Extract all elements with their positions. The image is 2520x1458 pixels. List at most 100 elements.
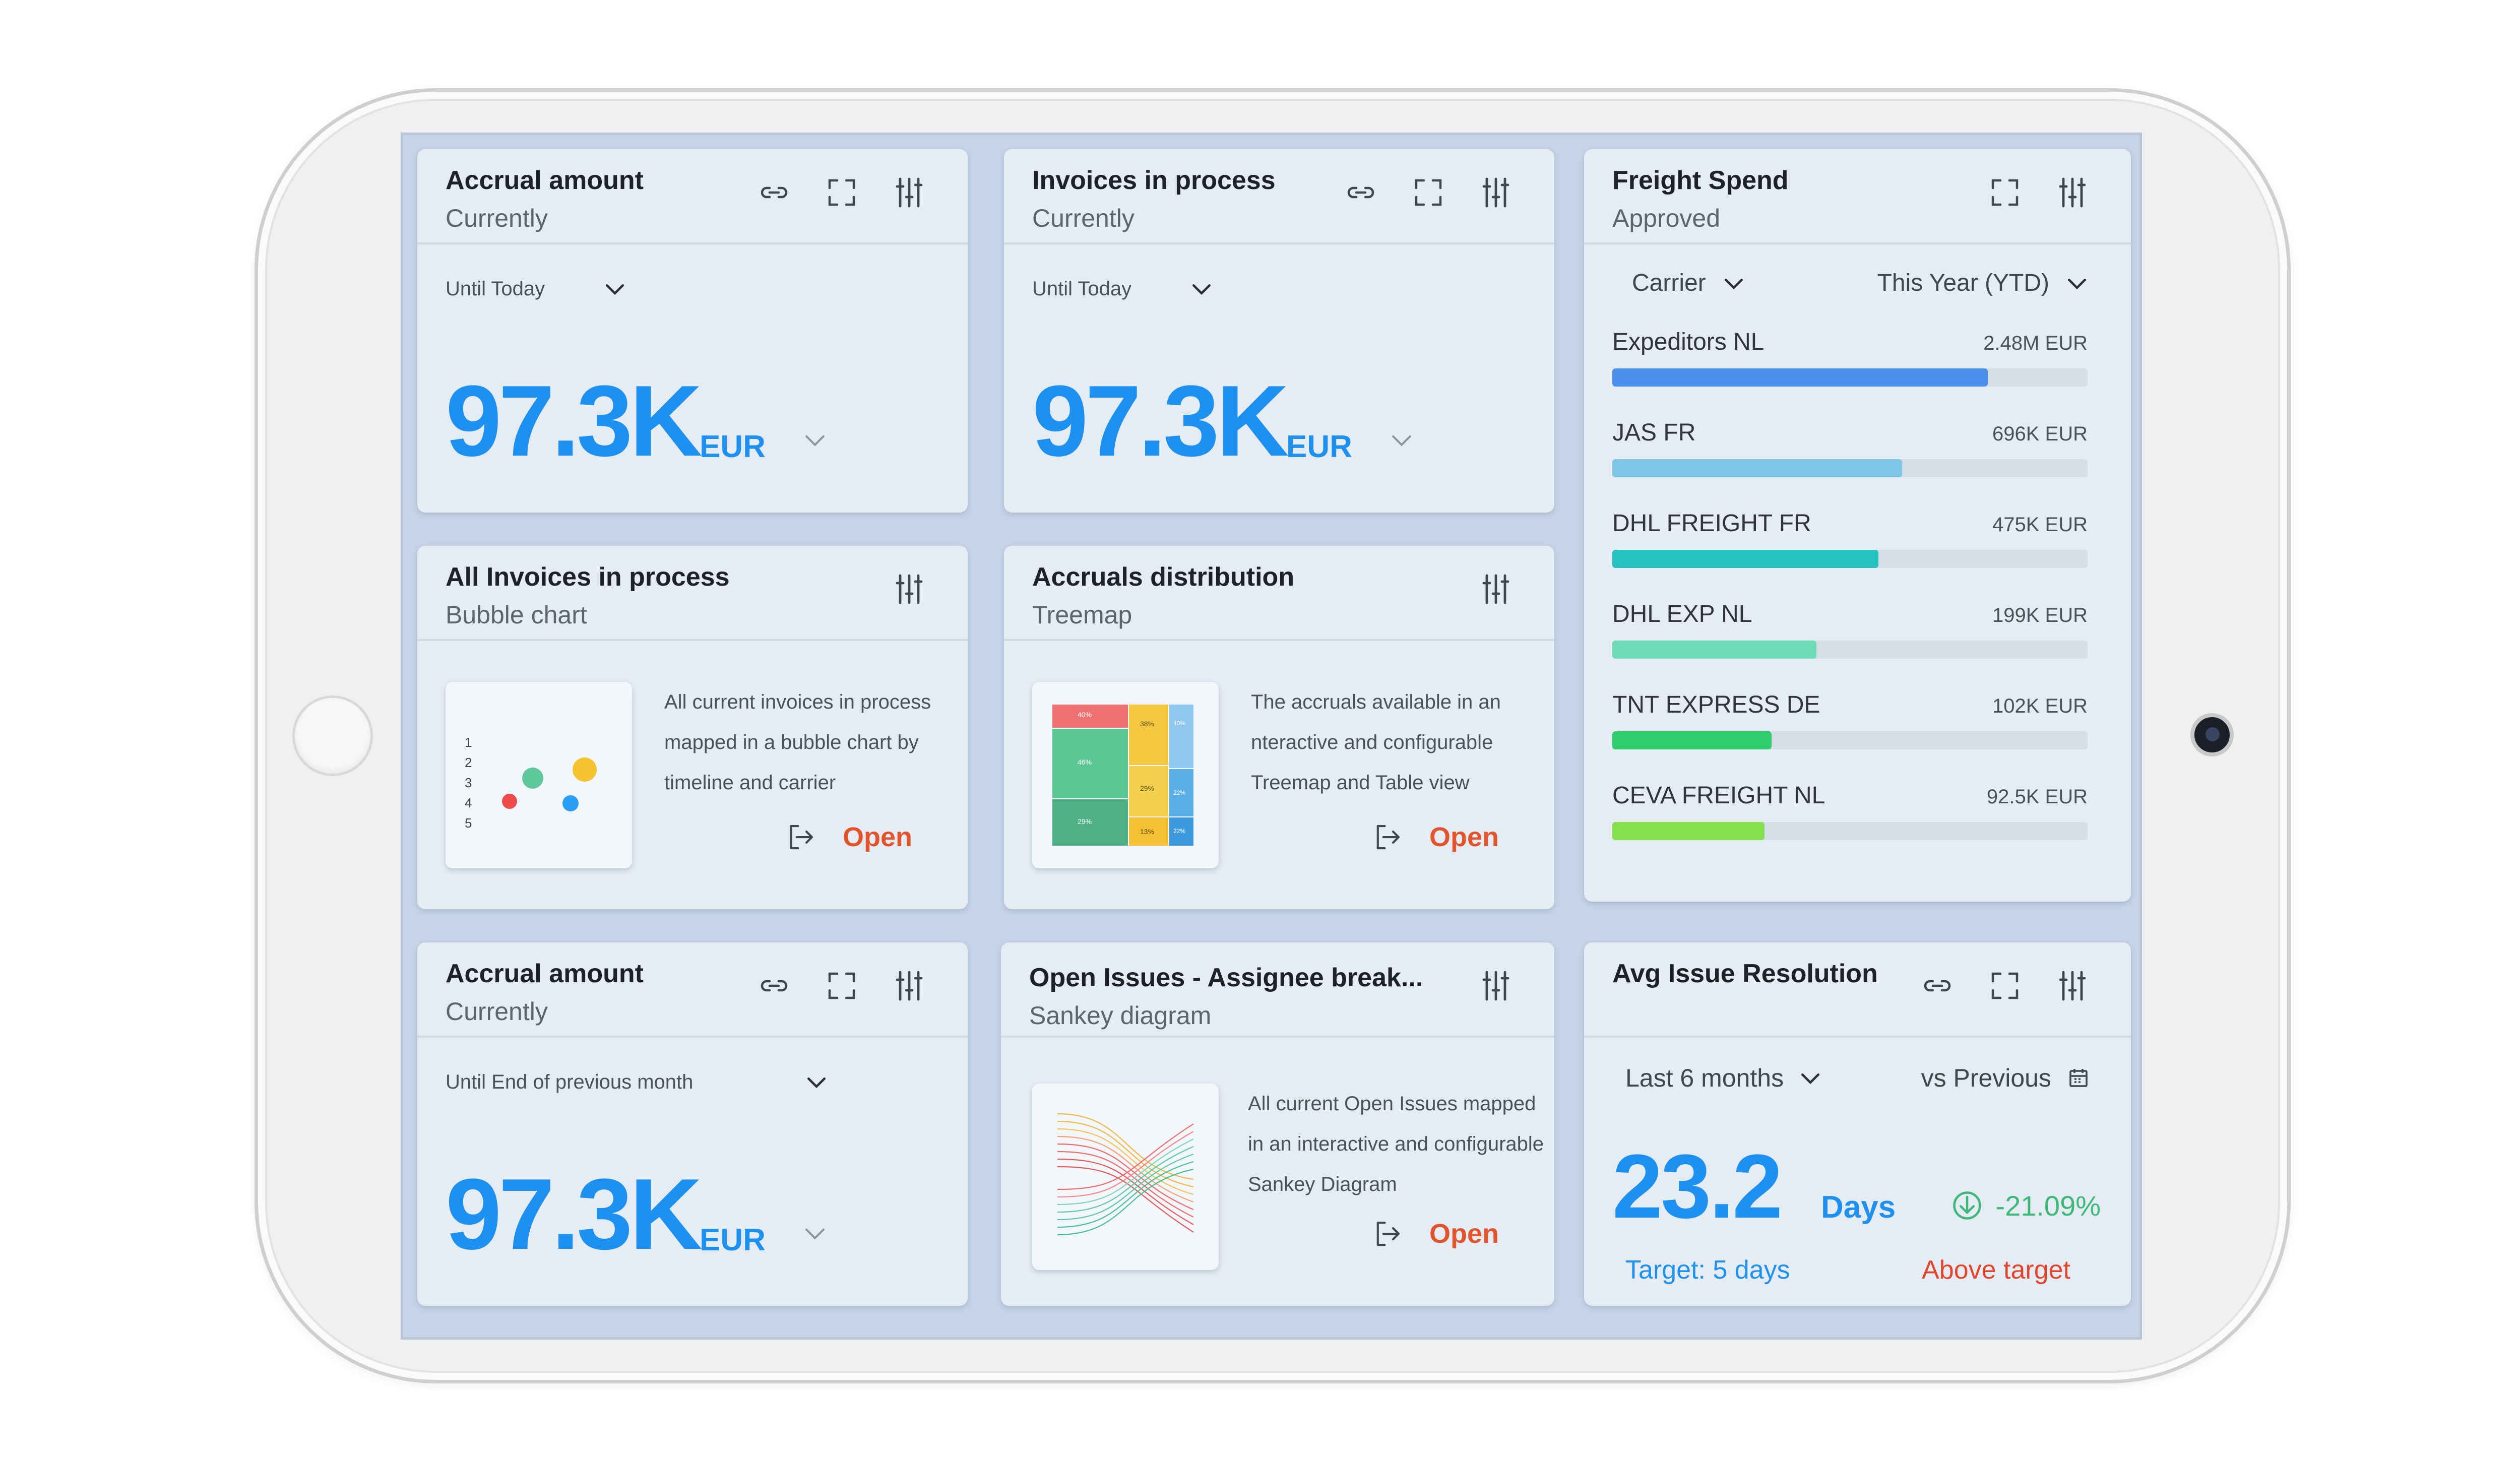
open-link[interactable]: Open: [784, 820, 912, 854]
card-subtitle: Currently: [446, 204, 548, 232]
chevron-down-icon: [2068, 278, 2086, 289]
bubble-chart-thumbnail[interactable]: 1 2 3 4 5: [446, 682, 632, 868]
carrier-dropdown[interactable]: Carrier: [1632, 269, 1747, 297]
chevron-down-icon[interactable]: [800, 1219, 830, 1248]
kpi-currency: EUR: [700, 1223, 766, 1257]
card-title: Invoices in process: [1032, 166, 1276, 195]
period-dropdown-label: This Year (YTD): [1877, 270, 2049, 296]
card-freight-spend: Freight Spend Approved Carrier This Year…: [1584, 149, 2131, 902]
sankey-flows: [1057, 1113, 1194, 1236]
card-subtitle: Currently: [1032, 204, 1135, 232]
expand-icon[interactable]: [1987, 174, 2023, 211]
bubble-red: [502, 794, 517, 809]
carrier-bar-row[interactable]: Expeditors NL 2.48M EUR: [1612, 328, 2088, 389]
card-title: Accruals distribution: [1032, 562, 1295, 592]
carrier-name: DHL EXP NL: [1612, 601, 1752, 627]
card-title: All Invoices in process: [446, 562, 730, 592]
chevron-down-icon: [1801, 1073, 1820, 1085]
bar-fill: [1612, 641, 1817, 659]
treemap-cell: 22%: [1169, 769, 1193, 816]
chevron-down-icon[interactable]: [800, 425, 830, 455]
dashboard-screen: Accrual amount Currently Until Today 97.…: [401, 133, 2142, 1340]
card-subtitle: Currently: [446, 997, 548, 1026]
period-dropdown-label[interactable]: Until Today: [1032, 278, 1132, 300]
link-icon[interactable]: [756, 174, 792, 211]
compare-dropdown[interactable]: vs Previous: [1921, 1063, 2091, 1093]
open-label: Open: [842, 822, 912, 852]
carrier-bar-row[interactable]: CEVA FREIGHT NL 92.5K EUR: [1612, 782, 2088, 842]
calendar-icon: [2069, 1069, 2088, 1087]
settings-sliders-icon[interactable]: [1478, 968, 1514, 1004]
bubble-blue: [562, 795, 579, 811]
period-dropdown-label[interactable]: Until End of previous month: [446, 1071, 694, 1093]
link-icon[interactable]: [1343, 174, 1379, 211]
axis-tick: 2: [465, 755, 472, 770]
chevron-down-icon: [1724, 278, 1743, 289]
chevron-down-icon[interactable]: [1188, 275, 1215, 302]
card-sankey: Open Issues - Assignee break... Sankey d…: [1001, 942, 1554, 1306]
card-subtitle: Approved: [1612, 204, 1721, 232]
chevron-down-icon[interactable]: [601, 275, 628, 302]
kpi-value: 97.3K: [1032, 365, 1289, 477]
chevron-down-icon[interactable]: [1387, 425, 1416, 455]
card-header: Accrual amount Currently: [417, 149, 968, 244]
carrier-amount: 2.48M EUR: [1983, 332, 2088, 354]
treemap-cell: 29%: [1052, 799, 1128, 846]
open-link[interactable]: Open: [1371, 1217, 1499, 1250]
carrier-amount: 199K EUR: [1992, 604, 2088, 626]
bar-fill: [1612, 822, 1765, 840]
card-header: Accrual amount Currently: [417, 942, 968, 1038]
chevron-down-icon[interactable]: [803, 1068, 830, 1096]
open-external-icon: [1376, 825, 1400, 850]
expand-icon[interactable]: [1987, 968, 2023, 1004]
settings-sliders-icon[interactable]: [891, 968, 927, 1004]
card-header: Freight Spend Approved: [1584, 149, 2131, 244]
carrier-bar-row[interactable]: TNT EXPRESS DE 102K EUR: [1612, 691, 2088, 751]
card-bubble-chart: All Invoices in process Bubble chart 1 2…: [417, 546, 968, 909]
carrier-name: DHL FREIGHT FR: [1612, 510, 1811, 537]
expand-icon[interactable]: [824, 174, 860, 211]
open-link[interactable]: Open: [1371, 820, 1499, 854]
kpi-value: 97.3K: [446, 1158, 703, 1271]
card-title: Avg Issue Resolution: [1612, 959, 1878, 988]
home-button[interactable]: [292, 695, 373, 776]
settings-sliders-icon[interactable]: [891, 174, 927, 211]
open-label: Open: [1429, 822, 1499, 852]
bar-track: [1612, 731, 2088, 749]
settings-sliders-icon[interactable]: [1478, 174, 1514, 211]
carrier-name: CEVA FREIGHT NL: [1612, 782, 1825, 809]
card-title: Accrual amount: [446, 166, 644, 195]
expand-icon[interactable]: [824, 968, 860, 1004]
settings-sliders-icon[interactable]: [2054, 968, 2091, 1004]
carrier-bar-row[interactable]: JAS FR 696K EUR: [1612, 419, 2088, 479]
treemap-thumbnail[interactable]: 40% 46% 29% 38% 29% 13% 40% 22% 22%: [1032, 682, 1219, 868]
card-invoices-in-process: Invoices in process Currently Until Toda…: [1004, 149, 1554, 513]
period-dropdown-label[interactable]: Until Today: [446, 278, 545, 300]
link-icon[interactable]: [756, 968, 792, 1004]
card-treemap: Accruals distribution Treemap 40% 46% 29…: [1004, 546, 1554, 909]
card-description: All current invoices in process mapped i…: [664, 691, 931, 794]
card-header: Avg Issue Resolution: [1584, 942, 2131, 1038]
period-dropdown[interactable]: Last 6 months: [1625, 1063, 1824, 1093]
bar-track: [1612, 459, 2088, 477]
treemap-cell: 29%: [1129, 766, 1168, 816]
kpi-currency: EUR: [1286, 429, 1352, 464]
down-arrow-circle-icon: [1953, 1191, 1982, 1220]
change-value: -21.09%: [1995, 1189, 2101, 1222]
card-accrual-amount-prev-month: Accrual amount Currently Until End of pr…: [417, 942, 968, 1306]
settings-sliders-icon[interactable]: [2054, 174, 2091, 211]
carrier-bar-row[interactable]: DHL FREIGHT FR 475K EUR: [1612, 510, 2088, 570]
link-icon[interactable]: [1919, 968, 1956, 1004]
carrier-bar-row[interactable]: DHL EXP NL 199K EUR: [1612, 600, 2088, 661]
settings-sliders-icon[interactable]: [891, 571, 927, 607]
sankey-thumbnail[interactable]: [1032, 1084, 1219, 1270]
card-title: Accrual amount: [446, 959, 644, 988]
period-dropdown[interactable]: This Year (YTD): [1877, 269, 2091, 297]
status-label: Above target: [1922, 1255, 2070, 1285]
period-dropdown-label: Last 6 months: [1625, 1064, 1784, 1092]
expand-icon[interactable]: [1410, 174, 1446, 211]
change-indicator: -21.09%: [1950, 1188, 2101, 1223]
settings-sliders-icon[interactable]: [1478, 571, 1514, 607]
card-avg-issue-resolution: Avg Issue Resolution Last 6 months vs Pr…: [1584, 942, 2131, 1306]
card-description: The accruals available in an nteractive …: [1251, 691, 1501, 794]
